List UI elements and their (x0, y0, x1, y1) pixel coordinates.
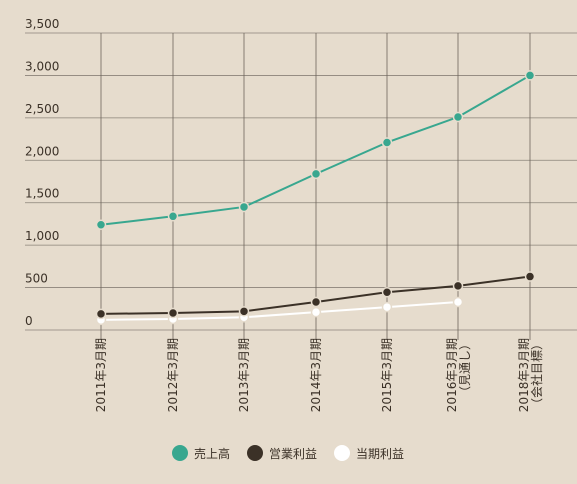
data-point (452, 111, 464, 123)
legend-label: 売上高 (194, 446, 230, 461)
data-point (381, 301, 393, 313)
y-tick-label: 0 (25, 314, 33, 328)
data-point (524, 271, 536, 282)
legend-marker (172, 445, 188, 461)
data-point (310, 296, 322, 308)
x-tick-label: 2016年3月期（見通し） (445, 338, 472, 412)
y-tick-label: 3,000 (25, 59, 59, 73)
series-line (100, 300, 459, 321)
data-point (95, 219, 107, 231)
data-point (238, 201, 250, 213)
legend-label: 当期利益 (356, 447, 404, 461)
y-tick-label: 1,500 (25, 187, 59, 201)
legend-label: 営業利益 (269, 447, 317, 461)
data-point (452, 296, 464, 308)
data-point (95, 308, 107, 320)
y-tick-label: 3,500 (25, 17, 59, 31)
data-point (452, 280, 464, 292)
x-tick-label: 2013年3月期 (237, 338, 251, 412)
legend-marker (334, 445, 350, 461)
data-point (381, 137, 393, 148)
data-point (310, 168, 322, 180)
data-point (238, 306, 250, 317)
y-tick-label: 2,000 (25, 144, 59, 158)
data-point (524, 70, 536, 81)
data-point (310, 306, 322, 318)
legend-marker (247, 445, 263, 461)
x-tick-label: 2014年3月期 (309, 338, 323, 412)
data-point (167, 211, 179, 222)
x-tick-label: 2012年3月期 (166, 338, 180, 412)
y-tick-label: 1,000 (25, 229, 59, 243)
y-tick-label: 2,500 (25, 102, 59, 116)
data-point (381, 286, 393, 298)
x-tick-label: 2018年3月期（会社目標） (517, 338, 544, 412)
x-tick-label: 2015年3月期 (380, 338, 394, 412)
x-tick-label: 2011年3月期 (94, 338, 108, 412)
y-tick-label: 500 (25, 272, 48, 286)
data-point (167, 307, 179, 319)
